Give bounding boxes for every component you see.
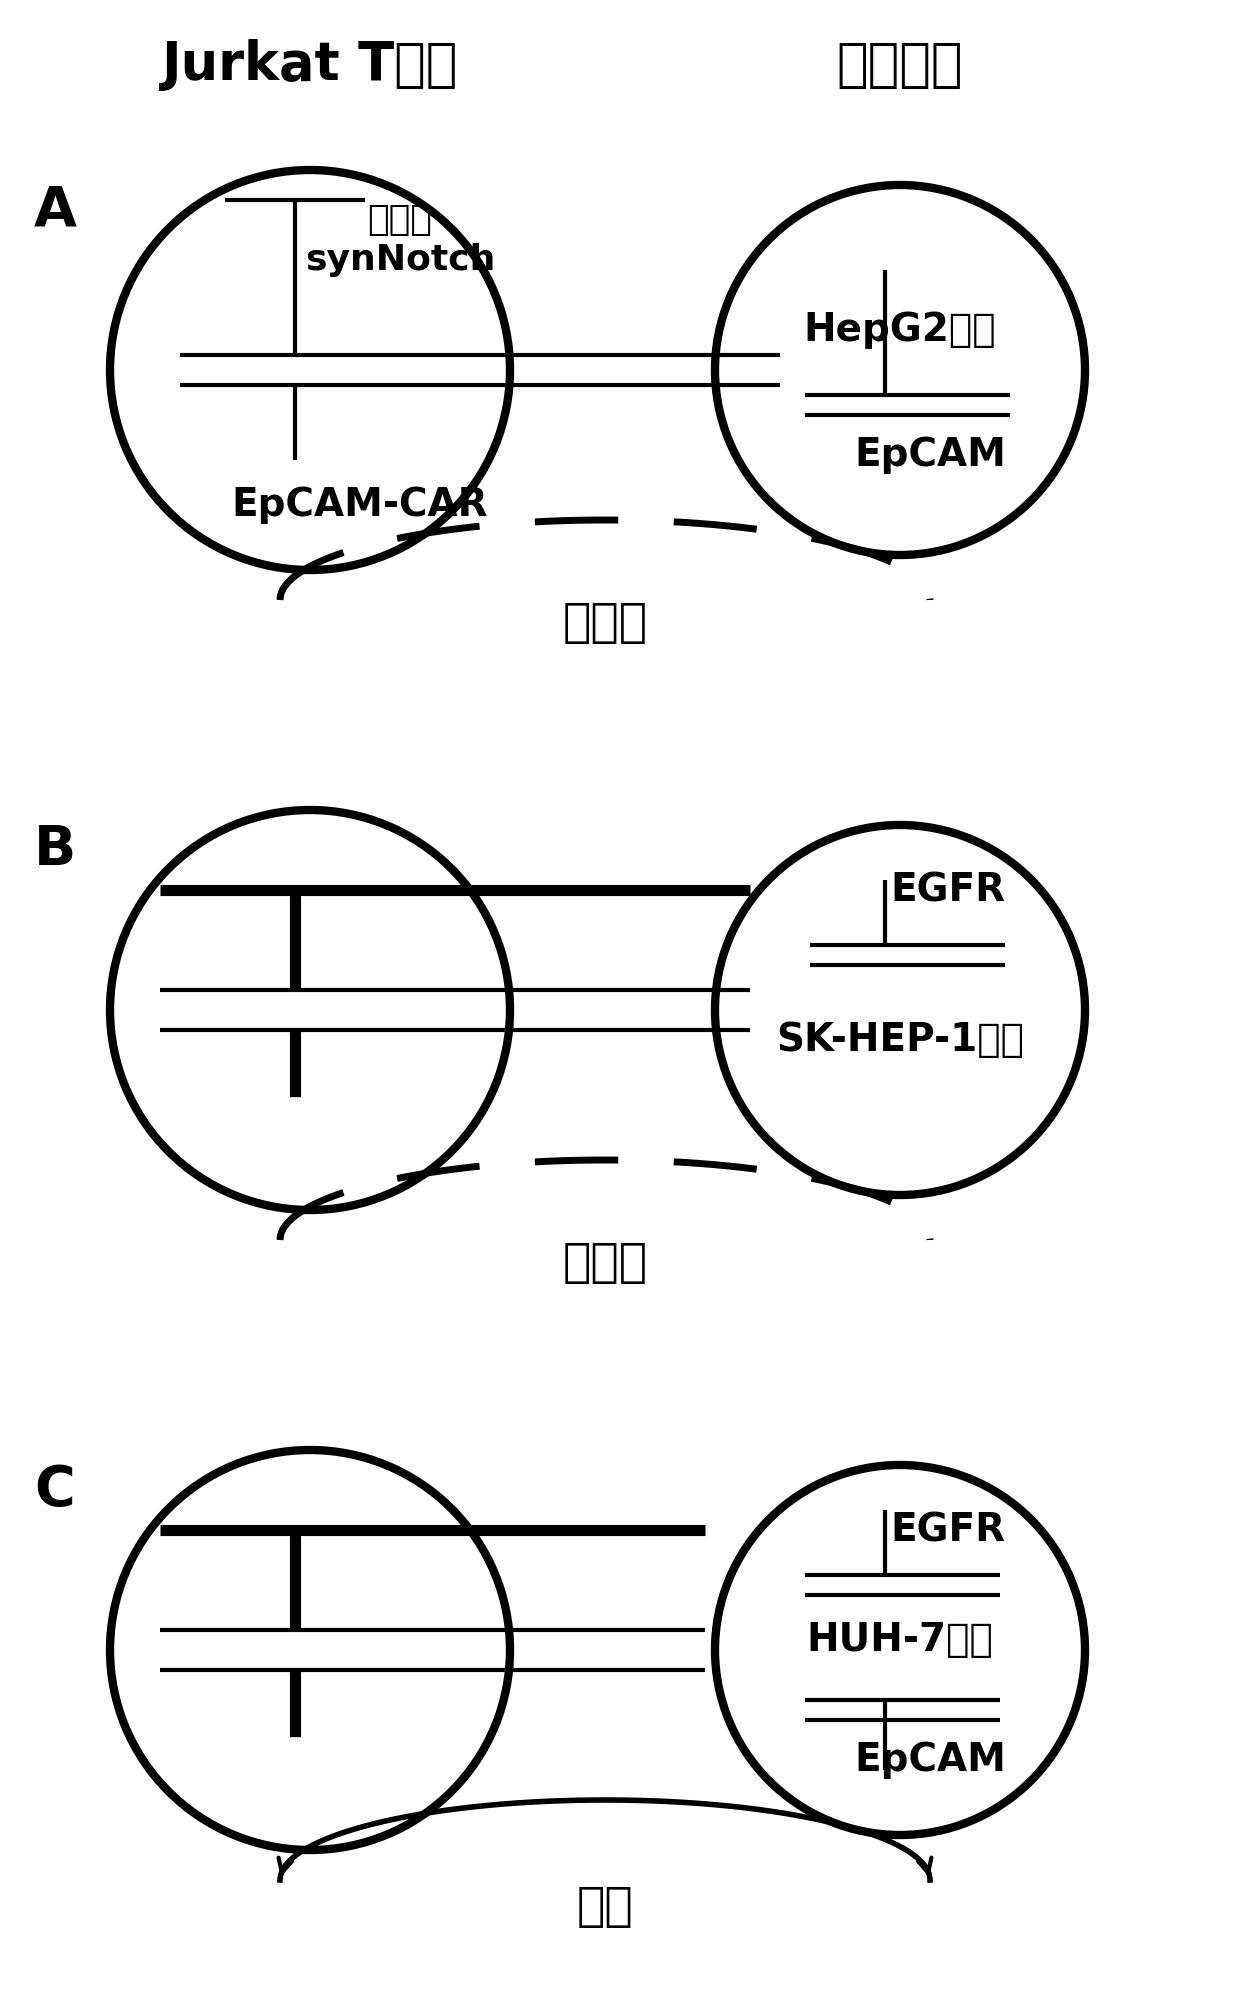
Text: 肝癌细胞: 肝癌细胞 xyxy=(837,38,963,90)
Text: A: A xyxy=(33,183,77,237)
Text: SK-HEP-1细胞: SK-HEP-1细胞 xyxy=(776,1021,1024,1059)
Text: 杀伤: 杀伤 xyxy=(577,1886,634,1931)
Text: EpCAM: EpCAM xyxy=(854,436,1006,474)
Text: EGFR: EGFR xyxy=(890,872,1006,908)
Text: HUH-7细胞: HUH-7细胞 xyxy=(806,1621,993,1659)
Text: EpCAM: EpCAM xyxy=(854,1742,1006,1780)
Text: C: C xyxy=(35,1463,76,1517)
Text: EGFR: EGFR xyxy=(890,1511,1006,1549)
Text: HepG2细胞: HepG2细胞 xyxy=(804,311,996,350)
Text: EpCAM-CAR: EpCAM-CAR xyxy=(232,486,489,524)
Text: 无杀伤: 无杀伤 xyxy=(563,1242,647,1286)
Text: 抑制性: 抑制性 xyxy=(367,203,433,237)
Text: B: B xyxy=(33,824,76,878)
Text: Jurkat T细胞: Jurkat T细胞 xyxy=(161,38,459,90)
Text: 无杀伤: 无杀伤 xyxy=(563,601,647,647)
Text: synNotch: synNotch xyxy=(305,243,495,277)
